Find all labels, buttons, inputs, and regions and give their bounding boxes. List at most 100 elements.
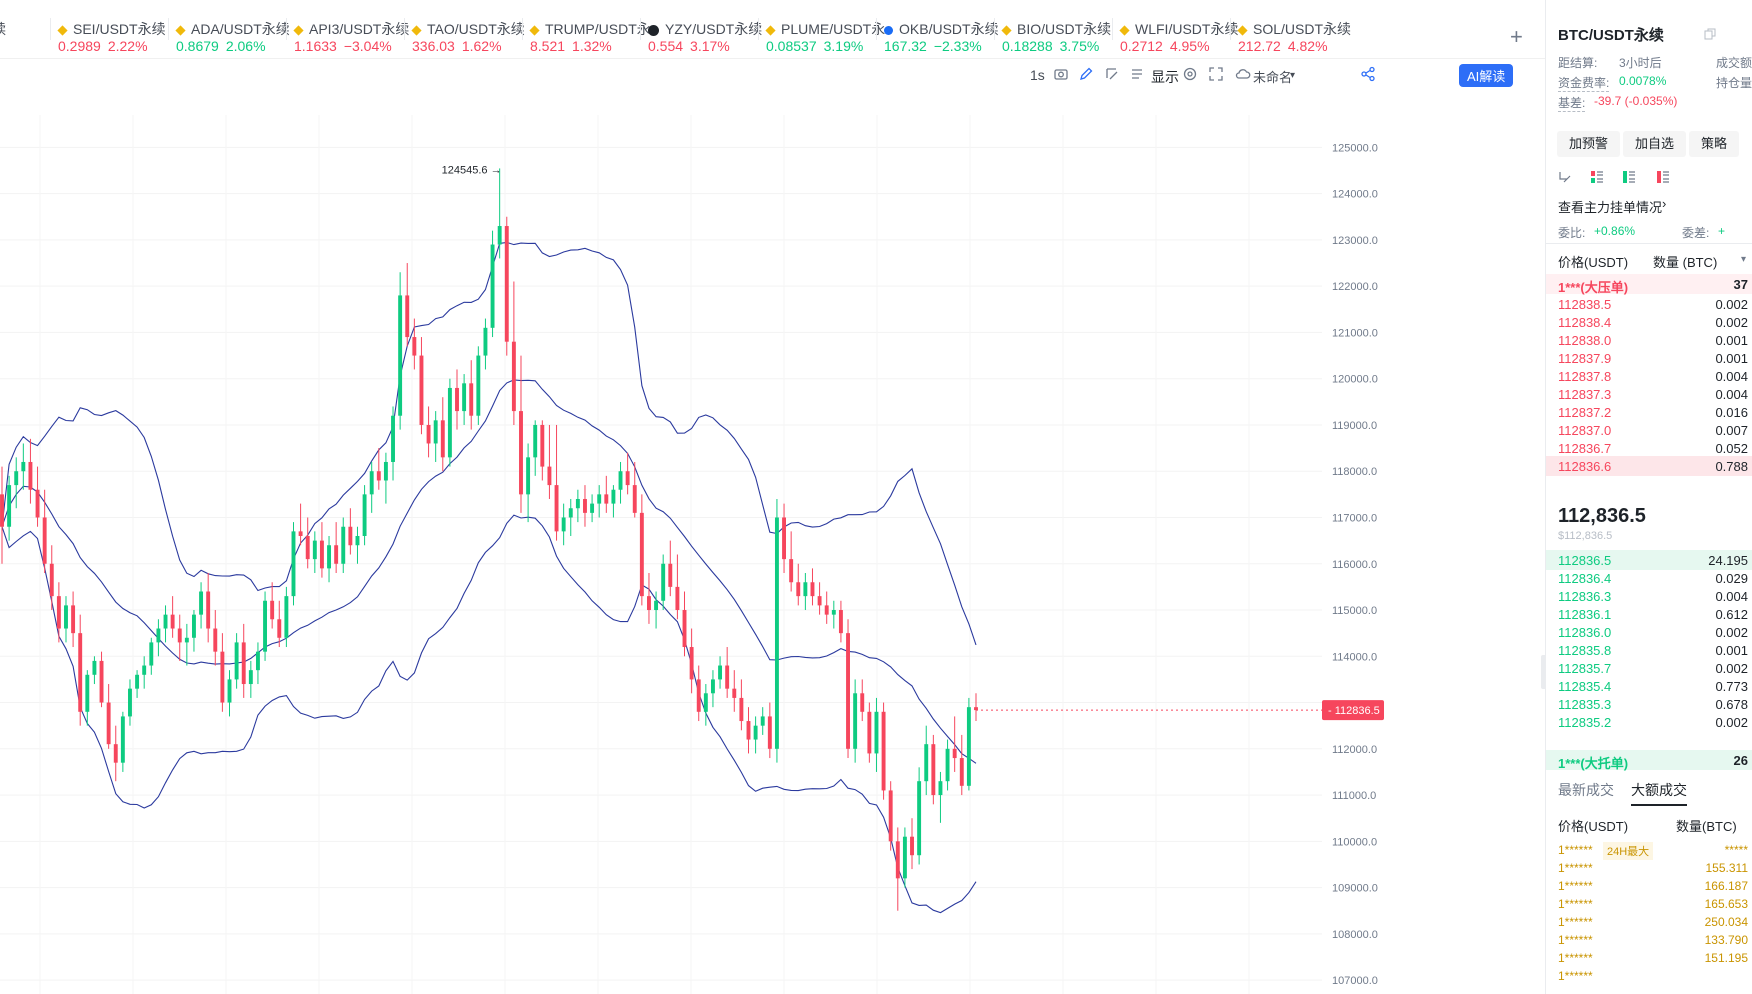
chevron-right-icon[interactable]: › <box>1662 196 1667 211</box>
candle-body <box>831 610 836 615</box>
bid-row[interactable]: 112835.3 0.678 <box>1558 697 1748 712</box>
candle-body <box>85 674 90 712</box>
share-icon[interactable] <box>1360 66 1376 82</box>
bid-row[interactable]: 112836.4 0.029 <box>1558 571 1748 586</box>
gear-icon[interactable] <box>1182 66 1198 82</box>
ask-row[interactable]: 112836.6 0.788 <box>1546 456 1752 476</box>
cursor-icon[interactable] <box>1104 66 1120 82</box>
price-tick-label: 120000.0 <box>1332 374 1378 386</box>
plus-icon[interactable]: + <box>1510 24 1523 49</box>
large-trade-row: 1****** 133.790 <box>1558 933 1748 947</box>
candle-body <box>419 355 424 425</box>
display-button[interactable]: 显示 <box>1151 69 1179 85</box>
candle-body <box>106 702 111 745</box>
last-price-usd: $112,836.5 <box>1558 530 1613 542</box>
candle-body <box>391 415 395 462</box>
candle-body <box>21 461 26 472</box>
candle-body <box>668 563 673 587</box>
ticker-divider <box>1230 18 1231 40</box>
funding-label[interactable]: 资金费率: <box>1558 76 1610 92</box>
depth-toggle-icon[interactable] <box>1558 170 1572 184</box>
candle-body <box>7 485 12 527</box>
bid-row[interactable]: 112836.0 0.002 <box>1558 625 1748 640</box>
col-qty-header[interactable]: 数量 (BTC) <box>1653 255 1718 270</box>
ask-row[interactable]: 112837.8 0.004 <box>1558 369 1748 384</box>
main-orders-link[interactable]: 查看主力挂单情况 <box>1558 200 1663 215</box>
ticker-divider <box>50 18 51 40</box>
candle-body <box>597 494 602 504</box>
ask-row[interactable]: 112836.7 0.052 <box>1558 441 1748 456</box>
ask-row[interactable]: 112837.0 0.007 <box>1558 423 1748 438</box>
ticker-name: PLUME/USDT永 <box>765 19 885 39</box>
ai-analysis-button[interactable]: AI解读 <box>1459 64 1514 87</box>
tab-large-trades[interactable]: 大额成交 <box>1631 780 1687 806</box>
orderbook-both-icon[interactable] <box>1590 170 1604 184</box>
candle-body <box>277 619 282 638</box>
chevron-down-icon[interactable]: ▾ <box>1741 254 1747 265</box>
list-icon[interactable] <box>1129 66 1145 82</box>
ask-row[interactable]: 112837.9 0.001 <box>1558 351 1748 366</box>
price-tick-label: 121000.0 <box>1332 327 1378 339</box>
pencil-icon[interactable] <box>1078 66 1094 82</box>
ticker-divider <box>404 18 405 40</box>
candle-body <box>753 725 758 740</box>
copy-icon[interactable] <box>1704 28 1716 40</box>
camera-icon[interactable] <box>1053 66 1069 82</box>
ticker-price: 0.2989 2.22% <box>58 38 148 54</box>
bnb-chain-icon <box>293 25 304 36</box>
bid-row[interactable]: 112835.4 0.773 <box>1558 679 1748 694</box>
candle-body <box>483 327 488 356</box>
interval-button[interactable]: 1s <box>1030 67 1045 83</box>
cloud-icon[interactable] <box>1235 66 1251 82</box>
price-tick-label: 116000.0 <box>1332 559 1377 571</box>
bid-row[interactable]: 112836.5 24.195 <box>1546 550 1752 570</box>
bid-row[interactable]: 112835.7 0.002 <box>1558 661 1748 676</box>
settle-label: 距结算: <box>1558 56 1598 70</box>
max-badge: 24H最大 <box>1603 842 1654 860</box>
candle-body <box>362 494 367 536</box>
bid-row[interactable]: 112836.3 0.004 <box>1558 589 1748 604</box>
ask-row[interactable]: 112837.3 0.004 <box>1558 387 1748 402</box>
orderbook-asks-icon[interactable] <box>1656 170 1670 184</box>
candle-body <box>810 582 815 597</box>
candle-body <box>789 559 794 583</box>
candle-body <box>945 748 950 782</box>
ask-row[interactable]: 112837.2 0.016 <box>1558 405 1748 420</box>
candle-body <box>213 628 218 652</box>
ask-row[interactable]: 112838.5 0.002 <box>1558 297 1748 312</box>
col-price-header: 价格(USDT) <box>1558 255 1629 270</box>
chevron-down-icon[interactable]: ▾ <box>1290 70 1296 81</box>
candle-body <box>248 670 253 685</box>
candle-body <box>952 748 957 759</box>
ticker-name: OKB/USDT永续 <box>884 19 999 39</box>
orderbook-bids-icon[interactable] <box>1622 170 1636 184</box>
add-watchlist-button[interactable]: 加自选 <box>1623 131 1687 157</box>
tab-latest-trades[interactable]: 最新成交 <box>1558 782 1614 798</box>
trade-col-qty: 数量(BTC) <box>1676 819 1737 834</box>
candle-body <box>561 517 566 532</box>
basis-label[interactable]: 基差: <box>1558 96 1586 112</box>
add-alert-button[interactable]: 加预警 <box>1557 131 1621 157</box>
price-tick-label: 109000.0 <box>1332 883 1378 895</box>
ask-row[interactable]: 112838.4 0.002 <box>1558 315 1748 330</box>
ticker-price: 212.72 4.82% <box>1238 38 1328 54</box>
bnb-chain-icon <box>765 25 776 36</box>
settle-value: 3小时后 <box>1619 56 1662 70</box>
bid-row[interactable]: 112836.1 0.612 <box>1558 607 1748 622</box>
price-tick-label: 108000.0 <box>1332 929 1378 941</box>
strategy-button[interactable]: 策略 <box>1689 131 1740 157</box>
ticker-price: 1.1633 −3.04% <box>294 38 392 54</box>
fullscreen-icon[interactable] <box>1208 66 1224 82</box>
ask-row[interactable]: 112838.0 0.001 <box>1558 333 1748 348</box>
candlestick-chart[interactable]: 125000.0 124000.0 123000.0 122000.0 121000.0… <box>0 88 1390 994</box>
candle-body <box>334 545 339 564</box>
ticker-divider <box>640 18 641 40</box>
bid-row[interactable]: 112835.2 0.002 <box>1558 715 1748 730</box>
candle-body <box>405 295 410 338</box>
layout-name-dropdown[interactable]: 未命名 <box>1253 70 1293 85</box>
bid-row[interactable]: 112835.8 0.001 <box>1558 643 1748 658</box>
candle-body <box>511 341 516 412</box>
ticker-name: YZY/USDT永续 <box>648 19 762 39</box>
candle-body <box>547 466 552 486</box>
bb-lower-line <box>1 514 977 914</box>
